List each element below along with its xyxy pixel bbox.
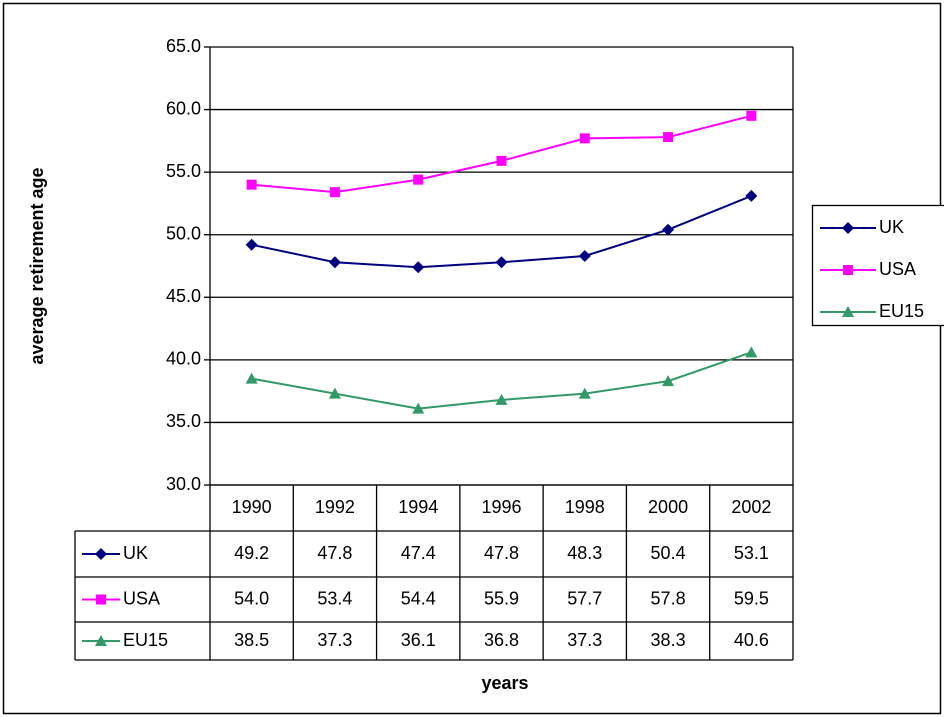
data-point: [745, 346, 758, 358]
table-value: 37.3: [567, 630, 602, 650]
data-point: [495, 393, 508, 405]
x-tick-label: 1990: [232, 497, 272, 517]
data-point: [746, 110, 757, 121]
data-point: [496, 155, 507, 166]
legend-marker: [842, 306, 854, 317]
table-value: 48.3: [567, 543, 602, 563]
x-tick-label: 2000: [648, 497, 688, 517]
x-tick-label: 1996: [481, 497, 521, 517]
table-value: 38.5: [234, 630, 269, 650]
table-value: 37.3: [317, 630, 352, 650]
table-value: 36.1: [401, 630, 436, 650]
table-value: 40.6: [734, 630, 769, 650]
data-point: [578, 387, 591, 399]
data-point: [328, 256, 341, 269]
legend-marker: [842, 222, 854, 234]
data-point: [578, 249, 591, 262]
y-tick-label: 35.0: [166, 411, 201, 431]
table-legend-marker: [95, 635, 107, 646]
data-point: [245, 372, 258, 384]
data-point: [246, 179, 257, 190]
x-tick-label: 2002: [731, 497, 771, 517]
table-value: 47.8: [484, 543, 519, 563]
y-tick-label: 45.0: [166, 286, 201, 306]
x-tick-label: 1998: [565, 497, 605, 517]
y-tick-label: 30.0: [166, 474, 201, 494]
legend-marker: [843, 265, 853, 275]
data-point: [245, 238, 258, 251]
y-tick-label: 40.0: [166, 349, 201, 369]
table-value: 54.4: [401, 588, 436, 608]
table-series-name: EU15: [123, 630, 168, 650]
table-legend-marker: [95, 548, 107, 560]
table-value: 38.3: [651, 630, 686, 650]
table-value: 54.0: [234, 588, 269, 608]
legend-label: USA: [879, 259, 916, 279]
data-point: [662, 375, 675, 387]
y-tick-label: 50.0: [166, 223, 201, 243]
table-value: 57.8: [651, 588, 686, 608]
data-point: [495, 256, 508, 269]
data-point: [413, 174, 424, 185]
table-legend-marker: [96, 594, 106, 605]
y-tick-label: 60.0: [166, 98, 201, 118]
x-axis-label: years: [481, 673, 528, 693]
data-point: [329, 187, 340, 198]
table-value: 55.9: [484, 588, 519, 608]
y-axis-label: average retirement age: [27, 167, 47, 364]
table-value: 47.4: [401, 543, 436, 563]
data-point: [412, 402, 425, 414]
x-tick-label: 1994: [398, 497, 438, 517]
y-tick-label: 55.0: [166, 161, 201, 181]
table-value: 49.2: [234, 543, 269, 563]
data-point: [662, 223, 675, 236]
legend-label: EU15: [879, 301, 924, 321]
legend-label: UK: [879, 217, 904, 237]
x-tick-label: 1992: [315, 497, 355, 517]
table-value: 57.7: [567, 588, 602, 608]
data-point: [663, 132, 674, 143]
table-series-name: USA: [123, 588, 160, 608]
legend-box: [811, 204, 944, 327]
data-point: [579, 133, 590, 144]
table-value: 59.5: [734, 588, 769, 608]
data-point: [745, 189, 758, 202]
table-series-name: UK: [123, 543, 148, 563]
data-point: [328, 387, 341, 399]
table-value: 47.8: [317, 543, 352, 563]
data-point: [412, 261, 425, 274]
y-tick-label: 65.0: [166, 36, 201, 56]
table-value: 36.8: [484, 630, 519, 650]
table-value: 50.4: [651, 543, 686, 563]
table-value: 53.4: [317, 588, 352, 608]
table-value: 53.1: [734, 543, 769, 563]
